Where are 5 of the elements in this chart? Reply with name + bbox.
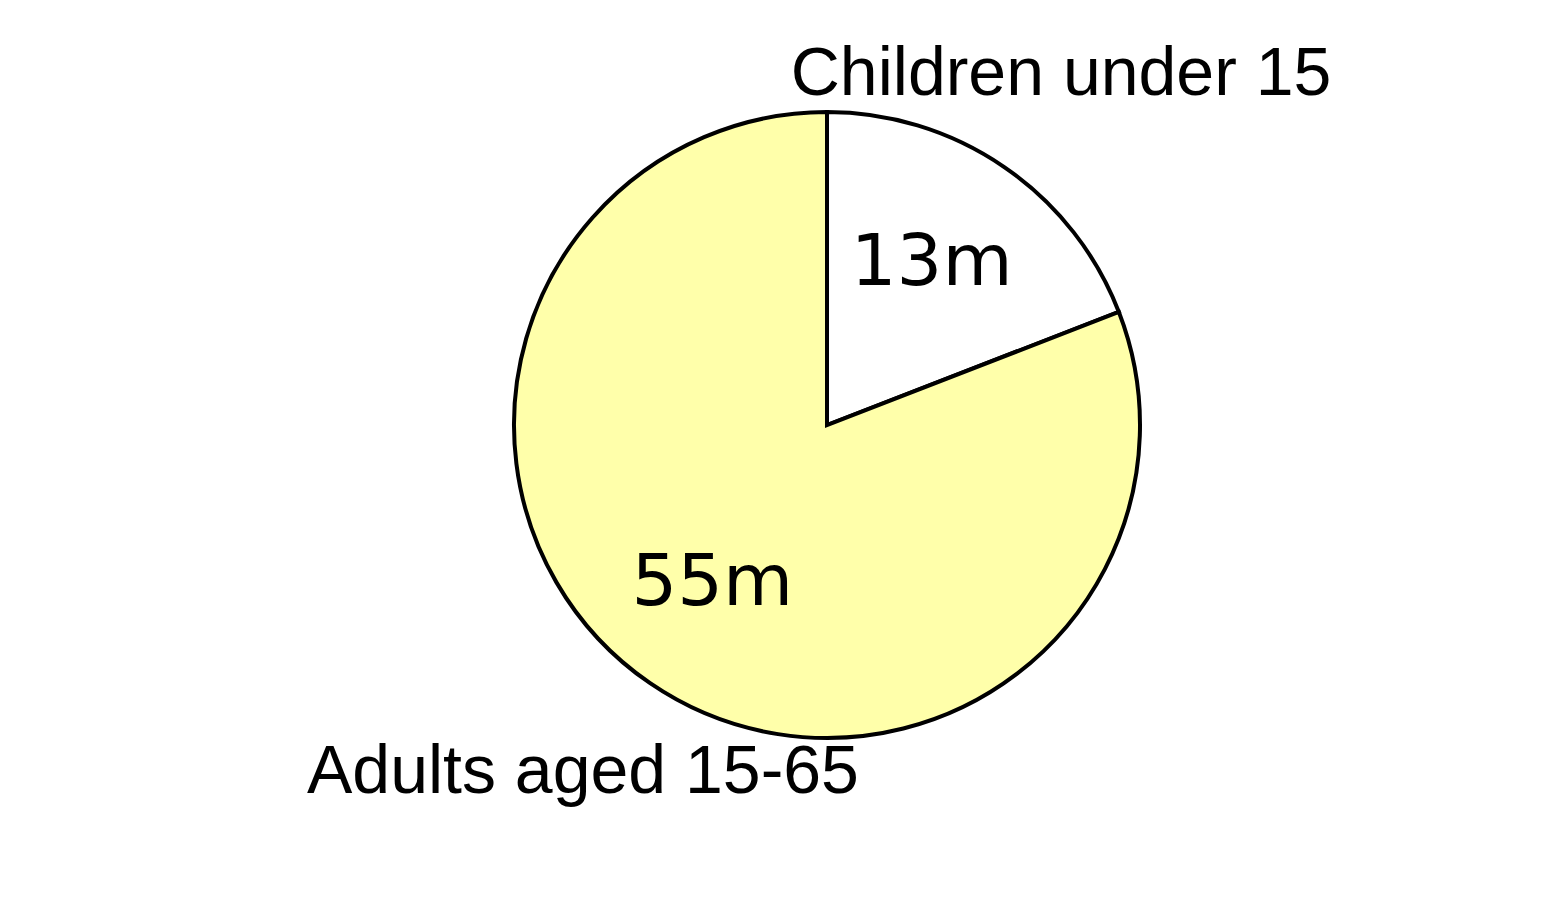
data-label: 13m xyxy=(850,217,1013,302)
slice-label: Children under 15 xyxy=(790,33,1332,110)
slice-label: Adults aged 15-65 xyxy=(306,730,859,807)
data-label: 55m xyxy=(631,538,794,623)
pie-slice xyxy=(512,110,1142,740)
